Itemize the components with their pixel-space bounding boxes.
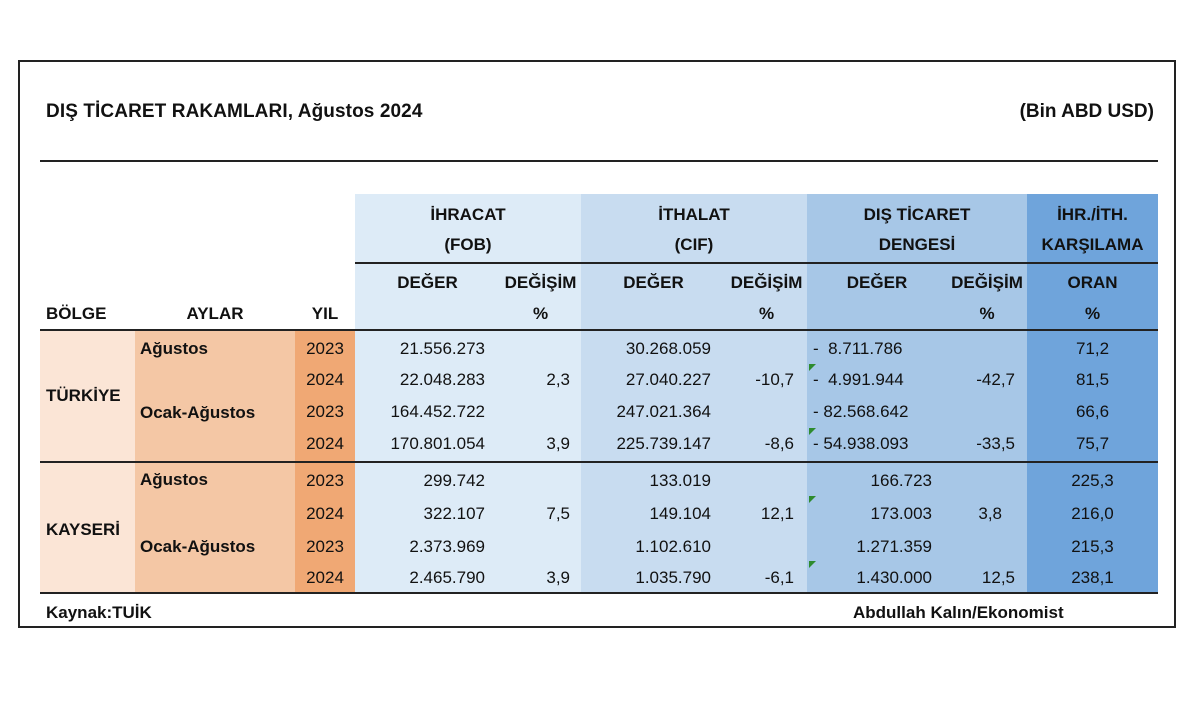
bolge-header: BÖLGE	[46, 304, 107, 323]
aylar-header: AYLAR	[186, 304, 244, 323]
ithalat-pct-header: %	[758, 304, 775, 323]
ihracat-value: 21.556.273	[399, 339, 485, 358]
denge-value: - 4.991.944	[813, 370, 904, 389]
cell-note-marker	[809, 496, 816, 503]
ihracat-value: 2.465.790	[409, 568, 485, 587]
ithalat-change: -10,7	[755, 370, 794, 389]
ihracat-value: 299.742	[423, 471, 485, 490]
page-title: DIŞ TİCARET RAKAMLARI, Ağustos 2024	[46, 101, 423, 122]
denge-degisim-header: DEĞİŞİM	[951, 273, 1023, 292]
denge-band	[807, 194, 1027, 592]
ithalat-degisim-header: DEĞİŞİM	[730, 273, 803, 292]
denge-value: 173.003	[870, 504, 932, 523]
denge-pct-header: %	[979, 304, 995, 323]
oran-pct-header: %	[1084, 304, 1101, 323]
denge-value: - 54.938.093	[813, 434, 909, 453]
ihracat-change: 3,9	[546, 568, 570, 587]
denge-value: - 82.568.642	[813, 402, 909, 421]
ihracat-value: 2.373.969	[409, 537, 485, 556]
ihracat-value: 22.048.283	[399, 370, 485, 389]
author-note: Abdullah Kalın/Ekonomist	[853, 603, 1064, 622]
ihracat-value: 322.107	[423, 504, 485, 523]
body-bottom-line	[40, 592, 1158, 594]
ithalat-value: 30.268.059	[625, 339, 711, 358]
year-cell: 2024	[306, 504, 344, 523]
ithalat-change: -6,1	[764, 568, 794, 587]
oran-value: 238,1	[1071, 568, 1114, 587]
yil-header: YIL	[311, 304, 339, 323]
year-cell: 2023	[306, 339, 344, 358]
oran-header: İHR./İTH.	[1057, 205, 1128, 224]
denge-change: -42,7	[976, 370, 1015, 389]
ithalat-value: 1.035.790	[635, 568, 711, 587]
cell-note-marker	[809, 561, 816, 568]
ihracat-value: 170.801.054	[390, 434, 485, 453]
oran-oran-header: ORAN	[1067, 273, 1118, 292]
year-cell: 2024	[306, 568, 344, 587]
year-cell: 2024	[306, 434, 344, 453]
oran-value: 81,5	[1075, 370, 1110, 389]
region-turkiye: TÜRKİYE	[46, 386, 121, 405]
header-divider	[355, 262, 1158, 264]
cell-note-marker	[809, 428, 816, 435]
oran-value: 216,0	[1071, 504, 1114, 523]
ithalat-value: 133.019	[649, 471, 711, 490]
region-divider	[40, 461, 1158, 463]
ihracat-value: 164.452.722	[390, 402, 485, 421]
ihracat-degisim-header: DEĞİŞİM	[504, 273, 577, 292]
ithalat-value: 149.104	[649, 504, 711, 523]
year-cell: 2023	[306, 402, 344, 421]
ihracat-pct-header: %	[532, 304, 549, 323]
region-kayseri: KAYSERİ	[46, 520, 121, 539]
ithalat-deger-header: DEĞER	[623, 273, 684, 292]
ithalat-value: 1.102.610	[635, 537, 711, 556]
ihracat-header: İHRACAT	[430, 205, 506, 224]
year-cell: 2023	[306, 471, 344, 490]
ithalat-value: 225.739.147	[616, 434, 711, 453]
period-label: Ocak-Ağustos	[140, 403, 256, 422]
denge-change: 12,5	[981, 568, 1015, 587]
unit-label: (Bin ABD USD)	[1019, 101, 1154, 122]
denge-value: - 8.711.786	[813, 339, 903, 358]
oran-value: 66,6	[1075, 402, 1110, 421]
cell-note-marker	[809, 364, 816, 371]
ithalat-change: -8,6	[764, 434, 794, 453]
oran-band	[1027, 194, 1158, 592]
denge-value: 1.271.359	[856, 537, 932, 556]
title-divider	[40, 160, 1158, 162]
period-label: Ağustos	[140, 470, 208, 489]
oran-subheader: KARŞILAMA	[1041, 235, 1144, 254]
denge-value: 166.723	[870, 471, 932, 490]
denge-change: 3,8	[978, 504, 1002, 523]
source-note: Kaynak:TUİK	[46, 603, 152, 622]
oran-value: 225,3	[1071, 471, 1114, 490]
ithalat-subheader: (CIF)	[674, 235, 714, 254]
denge-deger-header: DEĞER	[846, 273, 908, 292]
ithalat-header: İTHALAT	[658, 205, 730, 224]
oran-value: 75,7	[1075, 434, 1110, 453]
ithalat-value: 247.021.364	[616, 402, 711, 421]
ihracat-deger-header: DEĞER	[397, 273, 458, 292]
period-label: Ocak-Ağustos	[140, 537, 256, 556]
denge-subheader: DENGESİ	[878, 235, 956, 254]
body-top-line	[40, 329, 1158, 331]
ihracat-band	[355, 194, 581, 592]
denge-header: DIŞ TİCARET	[863, 205, 971, 224]
year-cell: 2023	[306, 537, 344, 556]
denge-value: 1.430.000	[856, 568, 932, 587]
ihracat-change: 7,5	[546, 504, 570, 523]
ihracat-subheader: (FOB)	[444, 235, 492, 254]
ihracat-change: 2,3	[546, 370, 570, 389]
period-label: Ağustos	[140, 339, 208, 358]
ithalat-band	[581, 194, 807, 592]
year-cell: 2024	[306, 370, 344, 389]
oran-value: 71,2	[1075, 339, 1110, 358]
ithalat-change: 12,1	[760, 504, 794, 523]
ihracat-change: 3,9	[546, 434, 570, 453]
denge-change: -33,5	[976, 434, 1015, 453]
ithalat-value: 27.040.227	[625, 370, 711, 389]
oran-value: 215,3	[1071, 537, 1114, 556]
